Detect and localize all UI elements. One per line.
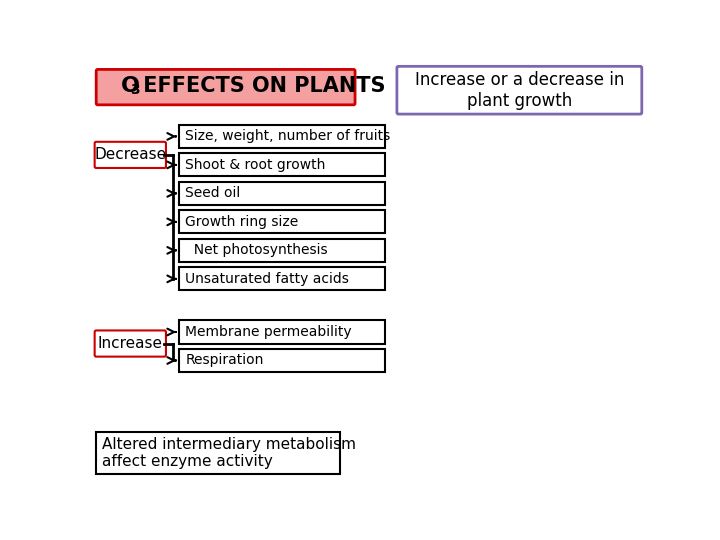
FancyBboxPatch shape [179,211,384,233]
Text: Growth ring size: Growth ring size [185,215,299,229]
FancyBboxPatch shape [179,153,384,177]
FancyBboxPatch shape [179,267,384,291]
FancyBboxPatch shape [179,320,384,343]
Text: 3: 3 [130,83,140,97]
Text: O: O [121,76,140,96]
FancyBboxPatch shape [96,70,355,105]
FancyBboxPatch shape [96,432,341,475]
Text: EFFECTS ON PLANTS: EFFECTS ON PLANTS [137,76,386,96]
Text: Unsaturated fatty acids: Unsaturated fatty acids [185,272,349,286]
FancyBboxPatch shape [94,330,166,356]
Text: Shoot & root growth: Shoot & root growth [185,158,325,172]
FancyBboxPatch shape [179,182,384,205]
Text: Size, weight, number of fruits: Size, weight, number of fruits [185,130,390,144]
FancyBboxPatch shape [179,125,384,148]
FancyBboxPatch shape [179,349,384,372]
Text: Seed oil: Seed oil [185,186,240,200]
FancyBboxPatch shape [179,239,384,262]
Text: Respiration: Respiration [185,354,264,368]
Text: Increase or a decrease in
plant growth: Increase or a decrease in plant growth [415,71,624,110]
FancyBboxPatch shape [94,142,166,168]
Text: Increase: Increase [98,336,163,351]
Text: Altered intermediary metabolism
affect enzyme activity: Altered intermediary metabolism affect e… [102,437,356,469]
Text: Net photosynthesis: Net photosynthesis [185,244,328,258]
Text: Membrane permeability: Membrane permeability [185,325,352,339]
FancyBboxPatch shape [397,66,642,114]
Text: Decrease: Decrease [94,147,166,163]
